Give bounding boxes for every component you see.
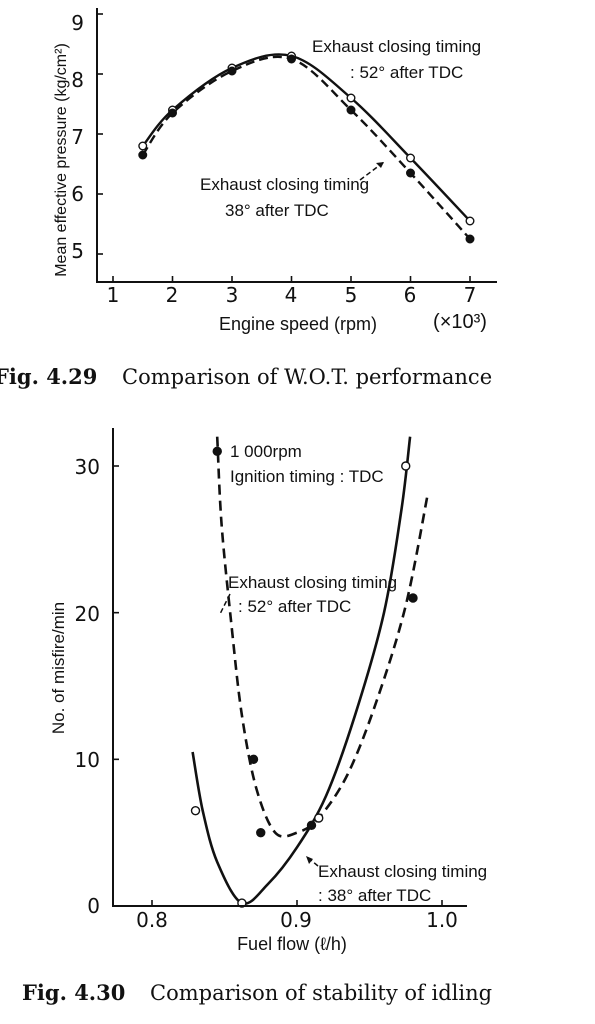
- c1-x-tick-label: 1: [107, 283, 120, 307]
- c2-caption: Fig. 4.30 Comparison of stability of idl…: [22, 980, 492, 1005]
- c2-data-point-52: [306, 820, 317, 831]
- c2-series-line-52-after-tdc: [215, 436, 429, 838]
- c1-data-point-38: [227, 66, 237, 76]
- c2-y-tick-label: 10: [75, 748, 100, 772]
- c1-data-point-38: [287, 54, 297, 64]
- c1-data-point-38: [138, 150, 148, 160]
- c1-data-point-38: [465, 234, 475, 244]
- c2-caption-number: Fig. 4.30: [22, 980, 125, 1005]
- c1-annotation-52-line2: : 52° after TDC: [350, 63, 463, 82]
- c2-annotation-38-line2: : 38° after TDC: [318, 886, 431, 905]
- c2-x-tick-label: 0.9: [280, 908, 312, 932]
- c1-data-point-38: [167, 108, 177, 118]
- c2-annotation-38-arrowhead: [306, 856, 313, 864]
- c2-data-point-52: [408, 593, 418, 603]
- c2-series-line-38-after-tdc: [191, 436, 412, 905]
- c2-x-tick-label: 0.8: [136, 908, 168, 932]
- c2-annotation-52-line2: : 52° after TDC: [238, 597, 351, 616]
- c2-data-point-38: [314, 813, 324, 823]
- c2-annotation-52-line1: Exhaust closing timing: [228, 573, 397, 592]
- c1-ticks: [97, 13, 471, 282]
- c2-annotation-38-line1: Exhaust closing timing: [318, 862, 487, 881]
- c1-y-tick-label: 8: [71, 68, 84, 92]
- c2-y-tick-label: 0: [87, 894, 100, 918]
- c1-annotation-38-arrowhead: [376, 162, 384, 168]
- c2-y-tick-label: 20: [75, 602, 100, 626]
- c1-data-point-52: [465, 216, 475, 226]
- chart-wot-performance: 1 2 3 4 5 6 7 5 6 7 8 9 Engine speed (rp…: [0, 8, 497, 389]
- c1-x-multiplier: (×10³): [433, 311, 487, 333]
- c1-annotation-52-line1: Exhaust closing timing: [312, 37, 481, 56]
- c1-data-point-38: [346, 105, 356, 115]
- c2-condition-line1: 1 000rpm: [230, 442, 302, 461]
- c1-annotation-38-line1: Exhaust closing timing: [200, 175, 369, 194]
- c1-x-tick-label: 3: [226, 283, 239, 307]
- c1-y-axis-label: Mean effective pressure (kg/cm²): [53, 43, 70, 277]
- c1-data-point-52: [346, 93, 356, 103]
- c2-data-point-38: [190, 805, 201, 816]
- c1-x-tick-label: 5: [345, 283, 358, 307]
- c1-x-tick-label: 6: [404, 283, 417, 307]
- c1-y-tick-label: 7: [71, 125, 84, 149]
- c1-y-tick-label: 9: [71, 11, 84, 35]
- c2-annotation-52-leader: [219, 593, 231, 615]
- c2-caption-text: Comparison of stability of idling: [150, 981, 492, 1005]
- c1-x-tick-label: 4: [285, 283, 298, 307]
- c1-x-tick-label: 2: [166, 283, 179, 307]
- c1-x-axis-label: Engine speed (rpm): [219, 314, 377, 334]
- chart-idling-stability: 0.8 0.9 1.0 0 10 20 30 Fuel flow (ℓ/h) N…: [22, 428, 492, 1005]
- c1-x-tick-label: 7: [464, 283, 477, 307]
- c1-plot-area: [138, 51, 475, 244]
- c2-y-tick-label: 30: [75, 455, 100, 479]
- c2-x-tick-label: 1.0: [426, 908, 458, 932]
- c2-x-axis-label: Fuel flow (ℓ/h): [237, 934, 347, 954]
- c1-data-point-52: [406, 153, 416, 163]
- c2-condition-line2: Ignition timing : TDC: [230, 467, 384, 486]
- c2-data-point-38: [401, 461, 411, 471]
- c1-caption: Fig. 4.29 Comparison of W.O.T. performan…: [0, 364, 492, 389]
- c2-annotation-38-leader: [305, 855, 319, 867]
- c2-y-axis-label: No. of misfire/min: [49, 602, 68, 734]
- c1-y-tick-label: 5: [71, 239, 84, 263]
- c2-ticks: [113, 465, 443, 907]
- c1-axes: [96, 8, 497, 283]
- c1-data-point-38: [406, 168, 416, 178]
- c1-data-point-52: [138, 141, 148, 151]
- c2-data-point-52: [256, 827, 266, 838]
- c2-plot-area: [190, 436, 429, 908]
- c2-data-point-52: [248, 754, 259, 765]
- c1-caption-number: Fig. 4.29: [0, 364, 97, 389]
- c1-y-tick-label: 6: [71, 182, 84, 206]
- c1-caption-text: Comparison of W.O.T. performance: [122, 365, 492, 389]
- c2-data-point-52: [212, 446, 222, 457]
- c1-annotation-38-line2: 38° after TDC: [225, 201, 329, 220]
